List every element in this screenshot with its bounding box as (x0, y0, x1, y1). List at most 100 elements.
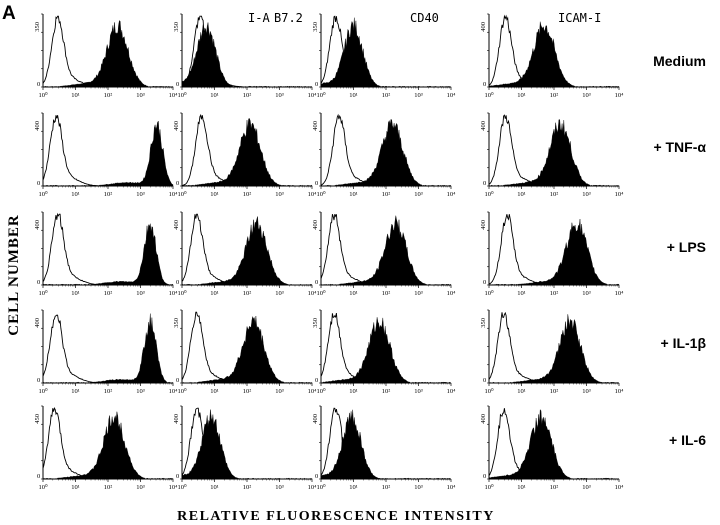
x-tick-label: 10² (550, 92, 559, 99)
y-zero-label: 0 (176, 377, 179, 384)
x-tick-label: 10¹ (210, 484, 219, 491)
histogram-panel: 350 0 10⁰ 10¹ 10² 10³ 10⁴ (173, 13, 318, 99)
stained-histogram (42, 120, 174, 187)
histogram-panel: 400 0 10⁰ 10¹ 10² 10³ 10⁴ (480, 405, 624, 491)
x-tick-label: 10⁰ (316, 91, 326, 99)
x-tick-label: 10⁴ (447, 290, 457, 297)
x-tick-label: 10³ (136, 484, 145, 491)
stained-histogram (488, 119, 620, 187)
y-zero-label: 0 (483, 377, 486, 384)
x-tick-label: 10⁴ (447, 92, 457, 99)
x-tick-label: 10¹ (349, 484, 358, 491)
x-tick-label: 10⁰ (484, 91, 494, 99)
x-tick-label: 10⁴ (169, 484, 179, 491)
y-max-label: 350 (312, 22, 319, 32)
stained-histogram (181, 118, 313, 187)
y-zero-label: 0 (37, 81, 40, 88)
x-tick-label: 10⁰ (316, 387, 326, 395)
control-histogram (42, 314, 173, 384)
y-max-label: 400 (480, 220, 487, 230)
x-tick-label: 10¹ (71, 92, 80, 99)
control-histogram (181, 15, 312, 88)
y-max-label: 400 (480, 22, 487, 32)
x-tick-label: 10⁰ (38, 91, 48, 99)
histogram-panel: 400 0 10⁰ 10¹ 10² 10³ 10⁴ (173, 211, 317, 297)
x-tick-label: 10⁴ (308, 92, 318, 99)
control-histogram (320, 313, 451, 384)
x-tick-label: 10⁴ (308, 484, 318, 491)
x-tick-label: 10³ (275, 484, 284, 491)
x-tick-label: 10⁴ (308, 191, 318, 198)
stained-histogram (181, 216, 313, 286)
y-max-label: 400 (480, 121, 487, 131)
x-tick-label: 10¹ (349, 92, 358, 99)
x-tick-label: 10³ (414, 290, 423, 297)
y-zero-label: 0 (37, 279, 40, 286)
x-tick-label: 10⁰ (38, 387, 48, 395)
x-tick-label: 10⁴ (615, 92, 625, 99)
x-tick-label: 10¹ (210, 388, 219, 395)
y-zero-label: 0 (483, 279, 486, 286)
x-tick-label: 10¹ (349, 191, 358, 198)
x-tick-label: 10⁰ (38, 483, 48, 491)
y-max-label: 400 (312, 414, 319, 424)
x-tick-label: 10² (382, 92, 391, 99)
x-tick-label: 10³ (275, 92, 284, 99)
x-axis-label: RELATIVE FLUORESCENCE INTENSITY (177, 509, 495, 524)
x-tick-label: 10² (550, 290, 559, 297)
control-histogram (320, 113, 451, 187)
histogram-panel: 400 0 10⁰ 10¹ 10² 10³ 10⁴ (480, 112, 624, 198)
x-tick-label: 10⁰ (484, 289, 494, 297)
x-tick-label: 10³ (414, 191, 423, 198)
x-tick-label: 10¹ (517, 290, 526, 297)
x-tick-label: 10¹ (349, 290, 358, 297)
y-zero-label: 0 (315, 279, 318, 286)
row-label: + IL-6 (669, 432, 706, 448)
x-tick-label: 10³ (275, 191, 284, 198)
x-tick-label: 10¹ (517, 191, 526, 198)
y-max-label: 400 (312, 121, 319, 131)
x-tick-label: 10⁰ (177, 91, 187, 99)
stained-histogram (320, 317, 452, 384)
x-tick-label: 10¹ (71, 191, 80, 198)
control-histogram (320, 407, 451, 480)
x-tick-label: 10⁰ (177, 289, 187, 297)
x-tick-label: 10² (243, 92, 252, 99)
y-zero-label: 0 (37, 377, 40, 384)
y-max-label: 450 (34, 414, 41, 424)
x-tick-label: 10⁴ (447, 484, 457, 491)
control-histogram (488, 408, 619, 480)
column-header: B7.2 (274, 11, 303, 25)
panel-letter: A (2, 3, 16, 24)
x-tick-label: 10² (243, 388, 252, 395)
x-tick-label: 10³ (136, 92, 145, 99)
x-tick-label: 10⁰ (177, 387, 187, 395)
histogram-panel: 400 0 10⁰ 10¹ 10² 10³ 10⁴ (312, 211, 457, 297)
x-tick-label: 10⁴ (169, 191, 179, 198)
x-tick-label: 10³ (136, 290, 145, 297)
histogram-panel: 350 0 10⁰ 10¹ 10² 10³ 10⁴ (173, 309, 317, 395)
y-zero-label: 0 (176, 473, 179, 480)
x-tick-label: 10¹ (71, 484, 80, 491)
histogram-panel: 400 0 10⁰ 10¹ 10² 10³ 10⁴ (480, 211, 624, 297)
y-max-label: 400 (312, 220, 319, 230)
stained-histogram (488, 314, 620, 384)
x-tick-label: 10² (550, 388, 559, 395)
column-header: ICAM-I (558, 11, 601, 25)
control-histogram (42, 15, 173, 88)
stained-histogram (320, 17, 452, 88)
x-tick-label: 10⁰ (316, 289, 326, 297)
control-histogram (181, 213, 312, 286)
x-tick-label: 10⁴ (169, 290, 179, 297)
x-tick-label: 10¹ (210, 92, 219, 99)
x-tick-label: 10⁴ (447, 388, 457, 395)
y-max-label: 350 (173, 318, 180, 328)
stained-histogram (42, 313, 174, 384)
column-header: I-A (248, 11, 270, 25)
histogram-panel: 400 0 10⁰ 10¹ 10² 10³ 10⁴ (34, 211, 179, 297)
y-max-label: 400 (173, 121, 180, 131)
x-tick-label: 10² (104, 484, 113, 491)
y-zero-label: 0 (176, 81, 179, 88)
x-tick-label: 10³ (582, 191, 591, 198)
